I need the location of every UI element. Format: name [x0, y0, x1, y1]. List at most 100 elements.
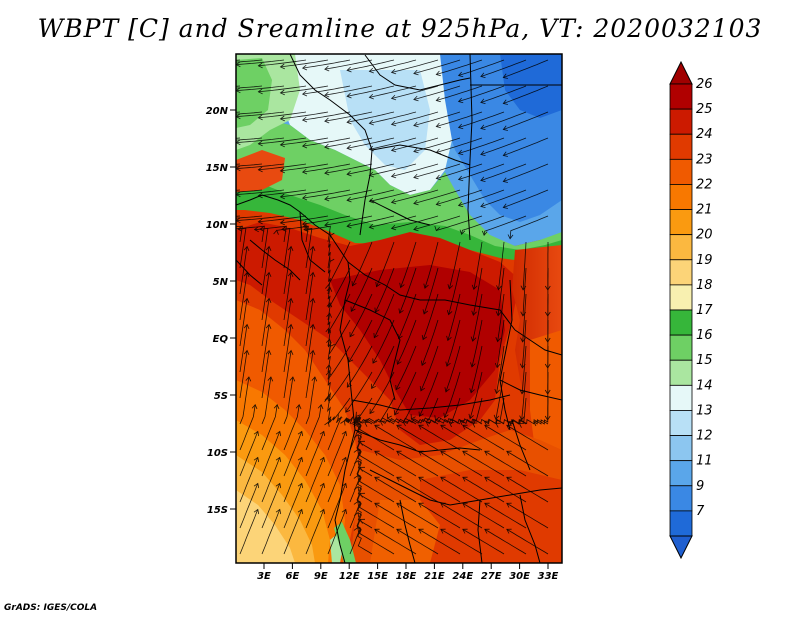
- streamline-arrow: [302, 223, 308, 229]
- streamline: [239, 272, 248, 321]
- streamline-arrow: [346, 92, 352, 99]
- streamline: [369, 215, 417, 228]
- streamline-arrow: [390, 198, 397, 205]
- streamline: [436, 85, 483, 101]
- streamline: [462, 476, 505, 503]
- streamline: [522, 267, 527, 316]
- streamline: [345, 371, 373, 413]
- streamline-arrow: [413, 225, 419, 232]
- streamline: [480, 189, 527, 207]
- streamline-arrow: [440, 502, 446, 508]
- streamline-arrow: [341, 456, 348, 463]
- streamline: [327, 416, 342, 451]
- streamline-arrow: [257, 62, 263, 69]
- streamline: [369, 137, 417, 150]
- streamline-arrow: [326, 312, 332, 318]
- streamline: [440, 424, 483, 451]
- streamline-arrow: [368, 171, 374, 178]
- streamline: [261, 272, 270, 321]
- streamline-arrow: [423, 283, 429, 289]
- streamline-arrow: [353, 511, 360, 518]
- streamline-arrow: [353, 433, 360, 440]
- streamline-arrow: [506, 424, 512, 430]
- colorbar-label: 15: [696, 353, 713, 368]
- streamline: [236, 189, 241, 191]
- streamline-arrow: [319, 482, 326, 489]
- streamline-arrow: [279, 89, 285, 96]
- streamline-arrow: [301, 116, 308, 123]
- streamline: [258, 111, 307, 119]
- streamline-arrow: [265, 349, 272, 356]
- streamline: [261, 350, 270, 399]
- streamline-arrow: [435, 96, 441, 103]
- streamline-arrow: [502, 125, 508, 131]
- streamline-arrow: [257, 114, 263, 121]
- colorbar-top-arrow: [669, 60, 693, 85]
- streamline: [496, 319, 505, 368]
- streamline: [462, 424, 505, 451]
- streamline: [484, 502, 527, 529]
- streamline: [462, 528, 505, 555]
- streamline: [236, 137, 241, 139]
- colorbar-label: 19: [696, 253, 713, 268]
- colorbar-swatch: [669, 234, 693, 261]
- streamline-arrow: [251, 403, 258, 410]
- streamline: [374, 450, 417, 477]
- lat-label: 20N: [206, 106, 229, 117]
- streamline-arrow: [324, 169, 330, 176]
- streamline-arrow: [369, 408, 375, 415]
- colorbar-label: 13: [696, 403, 713, 418]
- streamline-arrow: [480, 124, 486, 130]
- streamline-arrow: [324, 195, 330, 202]
- streamline-arrow: [192, 86, 196, 91]
- colorbar-label: 18: [696, 278, 713, 293]
- streamline: [349, 293, 373, 337]
- streamline-arrow: [502, 203, 508, 209]
- colorbar-label: 23: [696, 152, 713, 167]
- streamline: [398, 293, 417, 339]
- streamline: [302, 137, 351, 147]
- streamline: [462, 502, 505, 529]
- streamline: [480, 163, 527, 181]
- colorbar: 26 25 24 23 22 21 20 19 18 17 16 15 14 13 12 11 9 7: [669, 60, 713, 560]
- streamline-arrow: [340, 420, 346, 426]
- colorbar-swatch: [669, 359, 693, 386]
- streamline-arrow: [324, 421, 330, 427]
- streamline-arrow: [287, 349, 294, 356]
- streamline: [328, 397, 351, 423]
- streamline-arrow: [484, 476, 490, 482]
- streamline: [343, 416, 354, 425]
- streamline-arrow: [379, 420, 386, 426]
- streamline: [413, 163, 461, 178]
- streamline: [423, 267, 439, 315]
- lon-label: 3E: [257, 571, 271, 582]
- colorbar-label: 16: [696, 328, 713, 343]
- streamline: [495, 418, 527, 425]
- streamline-arrow: [350, 306, 356, 312]
- streamline: [280, 215, 329, 224]
- streamline: [396, 502, 439, 529]
- lon-label: 6E: [286, 571, 300, 582]
- streamline: [236, 59, 241, 61]
- streamline-arrow: [279, 167, 285, 174]
- streamline: [261, 483, 281, 529]
- streamline: [305, 509, 325, 555]
- streamline-arrow: [446, 335, 452, 342]
- colorbar-label: 22: [696, 177, 713, 192]
- streamline-arrow: [435, 148, 441, 155]
- streamline-arrow: [341, 482, 348, 489]
- streamline: [302, 59, 351, 69]
- streamline: [328, 241, 351, 286]
- streamline: [236, 59, 263, 63]
- streamline-arrow: [287, 297, 294, 304]
- streamline: [302, 215, 351, 225]
- streamline-arrow: [257, 166, 263, 173]
- streamline-arrow: [279, 141, 285, 148]
- streamline: [280, 85, 329, 94]
- streamline: [506, 502, 549, 529]
- streamline: [283, 404, 300, 451]
- streamline: [283, 483, 303, 529]
- streamline-arrow: [279, 219, 285, 226]
- streamline: [458, 85, 505, 102]
- streamline-arrow: [396, 476, 402, 482]
